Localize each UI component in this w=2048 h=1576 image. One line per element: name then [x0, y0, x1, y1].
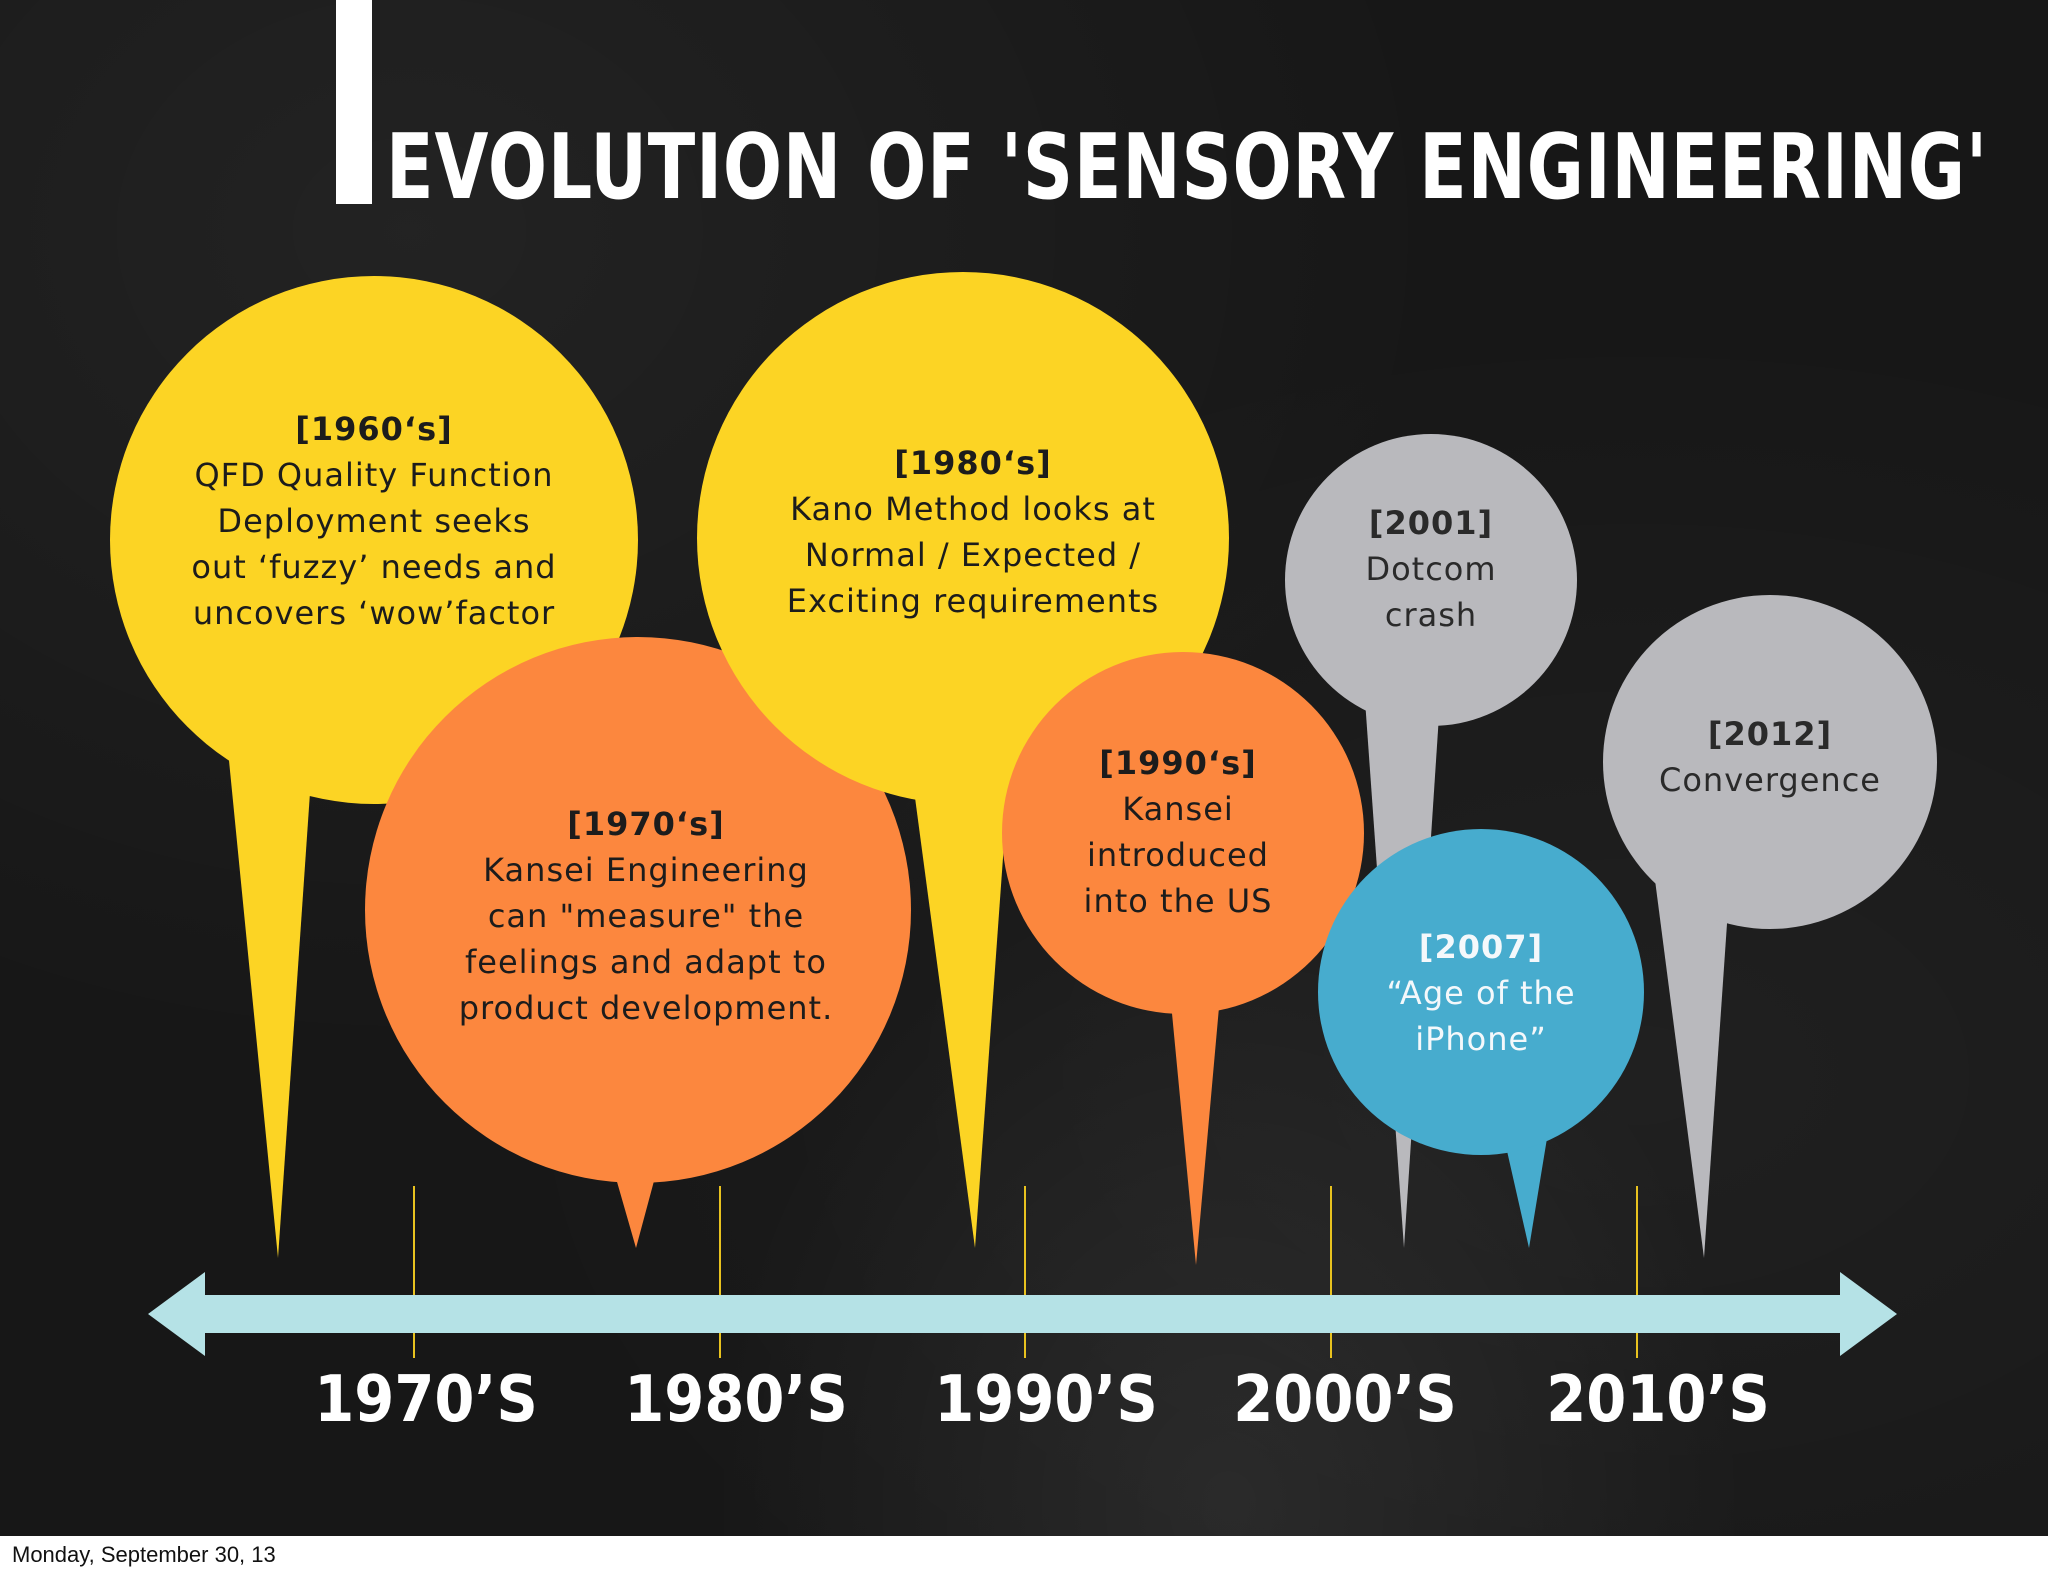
bubble-2012	[1603, 595, 1937, 1258]
event-1960s-line-3: out ‘fuzzy’ needs and	[191, 548, 557, 586]
event-2001-year: [2001]	[1368, 504, 1494, 542]
event-1990s: [1990‘s] Kansei introduced into the US	[1038, 740, 1318, 924]
event-2001-line-2: crash	[1384, 596, 1478, 634]
event-1960s-line-4: uncovers ‘wow’factor	[192, 594, 556, 632]
event-1990s-line-3: into the US	[1083, 882, 1273, 920]
event-1970s-line-4: product development.	[458, 989, 834, 1027]
axis-label-1980s: 1980’S	[624, 1363, 848, 1437]
event-2012-line-1: Convergence	[1659, 761, 1881, 799]
bubble-1970s	[365, 637, 911, 1248]
bubble-2007-tail	[1500, 1120, 1550, 1248]
axis-label-2010s: 2010’S	[1546, 1363, 1770, 1437]
event-2012: [2012] Convergence	[1630, 711, 1910, 803]
bubble-2012-tail	[1655, 880, 1730, 1258]
event-1960s-line-2: Deployment seeks	[217, 502, 531, 540]
axis-label-1970s: 1970’S	[314, 1363, 538, 1437]
page-title: EVOLUTION OF 'SENSORY ENGINEERING'	[386, 115, 1989, 220]
bubble-2007-circle	[1318, 829, 1644, 1155]
timeline-arrow	[148, 1272, 1897, 1356]
axis-label-2000s: 2000’S	[1233, 1363, 1457, 1437]
footer-date: Monday, September 30, 13	[12, 1542, 276, 1567]
bubble-1960s-tail	[225, 720, 315, 1258]
event-1970s-line-2: can "measure" the	[487, 897, 805, 935]
event-1980s-line-3: Exciting requirements	[786, 582, 1160, 620]
bubble-1990s-circle	[1002, 652, 1364, 1014]
event-1980s-line-1: Kano Method looks at	[790, 490, 1156, 528]
event-1960s: [1960‘s] QFD Quality Function Deployment…	[174, 406, 574, 636]
event-2007: [2007] “Age of the iPhone”	[1361, 924, 1601, 1062]
bubble-1980s-tail	[910, 760, 1010, 1248]
event-1980s: [1980‘s] Kano Method looks at Normal / E…	[753, 440, 1193, 624]
event-2001-line-1: Dotcom	[1365, 550, 1497, 588]
event-1970s-line-3: feelings and adapt to	[465, 943, 827, 981]
bubble-1990s-tail	[1165, 940, 1225, 1265]
bubble-2001-circle	[1285, 434, 1577, 726]
bubble-1980s-circle	[697, 272, 1229, 804]
event-1960s-year: [1960‘s]	[295, 410, 453, 448]
event-1960s-line-1: QFD Quality Function	[194, 456, 554, 494]
event-2007-line-2: iPhone”	[1415, 1020, 1547, 1058]
event-1980s-line-2: Normal / Expected /	[804, 536, 1142, 574]
axis-label-1990s: 1990’S	[934, 1363, 1158, 1437]
event-2007-line-1: “Age of the	[1386, 974, 1576, 1012]
event-2001: [2001] Dotcom crash	[1311, 500, 1551, 638]
event-1970s: [1970‘s] Kansei Engineering can "measure…	[426, 801, 866, 1031]
timeline-graphic	[110, 272, 1937, 1358]
event-1990s-line-2: introduced	[1087, 836, 1269, 874]
bubble-1980s	[697, 272, 1229, 1248]
event-1990s-line-1: Kansei	[1122, 790, 1234, 828]
event-1990s-year: [1990‘s]	[1099, 744, 1257, 782]
title-accent-bar	[336, 0, 372, 204]
event-2007-year: [2007]	[1418, 928, 1544, 966]
bubble-2012-circle	[1603, 595, 1937, 929]
slide: EVOLUTION OF 'SENSORY ENGINEERING'	[0, 0, 2048, 1536]
bubble-2007	[1318, 829, 1644, 1248]
event-1980s-year: [1980‘s]	[894, 444, 1052, 482]
bubble-1990s	[1002, 652, 1364, 1265]
event-1970s-year: [1970‘s]	[567, 805, 725, 843]
event-1970s-line-1: Kansei Engineering	[483, 851, 809, 889]
bubble-1970s-circle	[365, 637, 911, 1183]
event-2012-year: [2012]	[1707, 715, 1833, 753]
